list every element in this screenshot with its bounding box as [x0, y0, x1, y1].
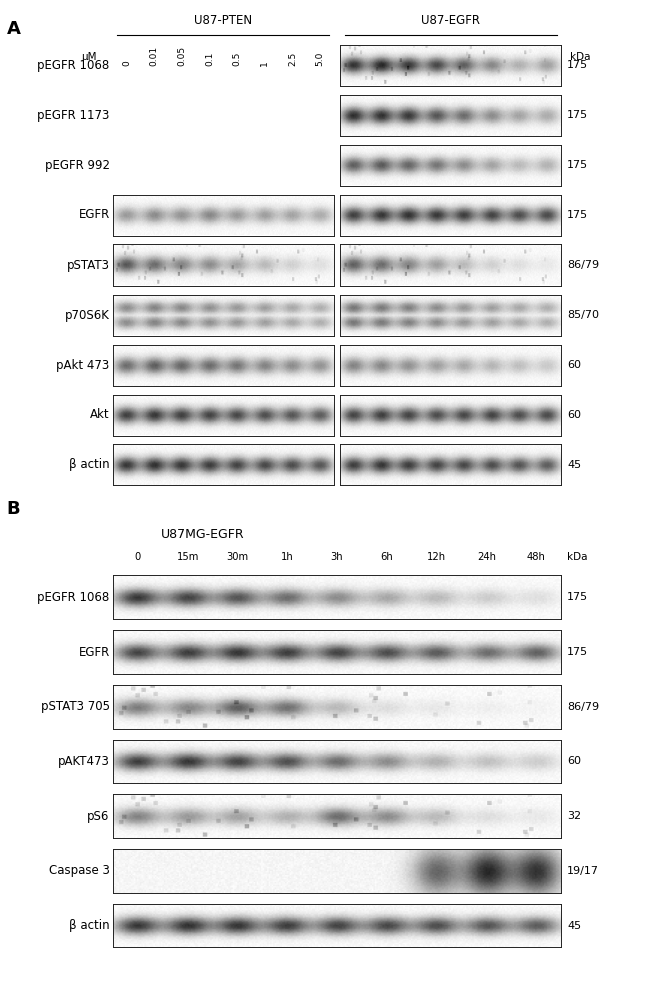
Text: U87-EGFR: U87-EGFR	[421, 14, 480, 27]
Text: 5.0: 5.0	[543, 51, 552, 66]
Text: 30m: 30m	[226, 552, 248, 562]
Text: pEGFR 1068: pEGFR 1068	[37, 58, 110, 72]
Text: 0.01: 0.01	[377, 45, 386, 66]
Text: kDa: kDa	[567, 552, 588, 562]
Text: 19/17: 19/17	[567, 866, 599, 876]
Text: pSTAT3 705: pSTAT3 705	[41, 700, 110, 713]
Text: 1: 1	[260, 60, 269, 66]
Text: 0.5: 0.5	[460, 51, 469, 66]
Text: 0.5: 0.5	[233, 51, 242, 66]
Text: 12h: 12h	[427, 552, 446, 562]
Text: 2.5: 2.5	[515, 51, 524, 66]
Text: 2.5: 2.5	[288, 51, 297, 66]
Text: β actin: β actin	[69, 919, 110, 932]
Text: 45: 45	[567, 921, 581, 931]
Text: 0.1: 0.1	[205, 51, 214, 66]
Text: 6h: 6h	[381, 552, 393, 562]
Text: 86/79: 86/79	[567, 702, 599, 712]
Text: EGFR: EGFR	[79, 646, 110, 659]
Text: 175: 175	[567, 647, 588, 657]
Text: 175: 175	[567, 60, 588, 70]
Text: 1h: 1h	[281, 552, 293, 562]
Text: 60: 60	[567, 360, 581, 370]
Text: Caspase 3: Caspase 3	[49, 864, 110, 877]
Text: Akt: Akt	[90, 408, 110, 422]
Text: μM: μM	[81, 52, 97, 62]
Text: 175: 175	[567, 160, 588, 170]
Text: p70S6K: p70S6K	[64, 308, 110, 322]
Text: 0: 0	[350, 60, 359, 66]
Text: U87MG-EGFR: U87MG-EGFR	[161, 528, 245, 540]
Text: 60: 60	[567, 410, 581, 420]
Text: EGFR: EGFR	[79, 209, 110, 222]
Text: 5.0: 5.0	[315, 51, 324, 66]
Text: kDa: kDa	[570, 52, 590, 62]
Text: 0.01: 0.01	[150, 45, 159, 66]
Text: pEGFR 992: pEGFR 992	[45, 158, 110, 172]
Text: 15m: 15m	[176, 552, 199, 562]
Text: pSTAT3: pSTAT3	[66, 258, 110, 271]
Text: β actin: β actin	[69, 458, 110, 471]
Text: 32: 32	[567, 811, 581, 821]
Text: 1: 1	[488, 60, 497, 66]
Text: pAkt 473: pAkt 473	[56, 359, 110, 371]
Text: 175: 175	[567, 110, 588, 120]
Text: 45: 45	[567, 460, 581, 470]
Text: 86/79: 86/79	[567, 260, 599, 270]
Text: 0.05: 0.05	[405, 45, 414, 66]
Text: 60: 60	[567, 756, 581, 766]
Text: 3h: 3h	[331, 552, 343, 562]
Text: 48h: 48h	[527, 552, 546, 562]
Text: 85/70: 85/70	[567, 310, 599, 320]
Text: 175: 175	[567, 210, 588, 220]
Text: 0: 0	[122, 60, 131, 66]
Text: 0: 0	[135, 552, 141, 562]
Text: pEGFR 1173: pEGFR 1173	[37, 108, 110, 121]
Text: pS6: pS6	[87, 810, 110, 823]
Text: U87-PTEN: U87-PTEN	[194, 14, 252, 27]
Text: 175: 175	[567, 592, 588, 602]
Text: A: A	[6, 20, 21, 38]
Text: 24h: 24h	[477, 552, 496, 562]
Text: pEGFR 1068: pEGFR 1068	[37, 591, 110, 604]
Text: B: B	[6, 500, 20, 518]
Text: 0.05: 0.05	[177, 45, 186, 66]
Text: 0.1: 0.1	[432, 51, 441, 66]
Text: pAKT473: pAKT473	[58, 755, 110, 768]
